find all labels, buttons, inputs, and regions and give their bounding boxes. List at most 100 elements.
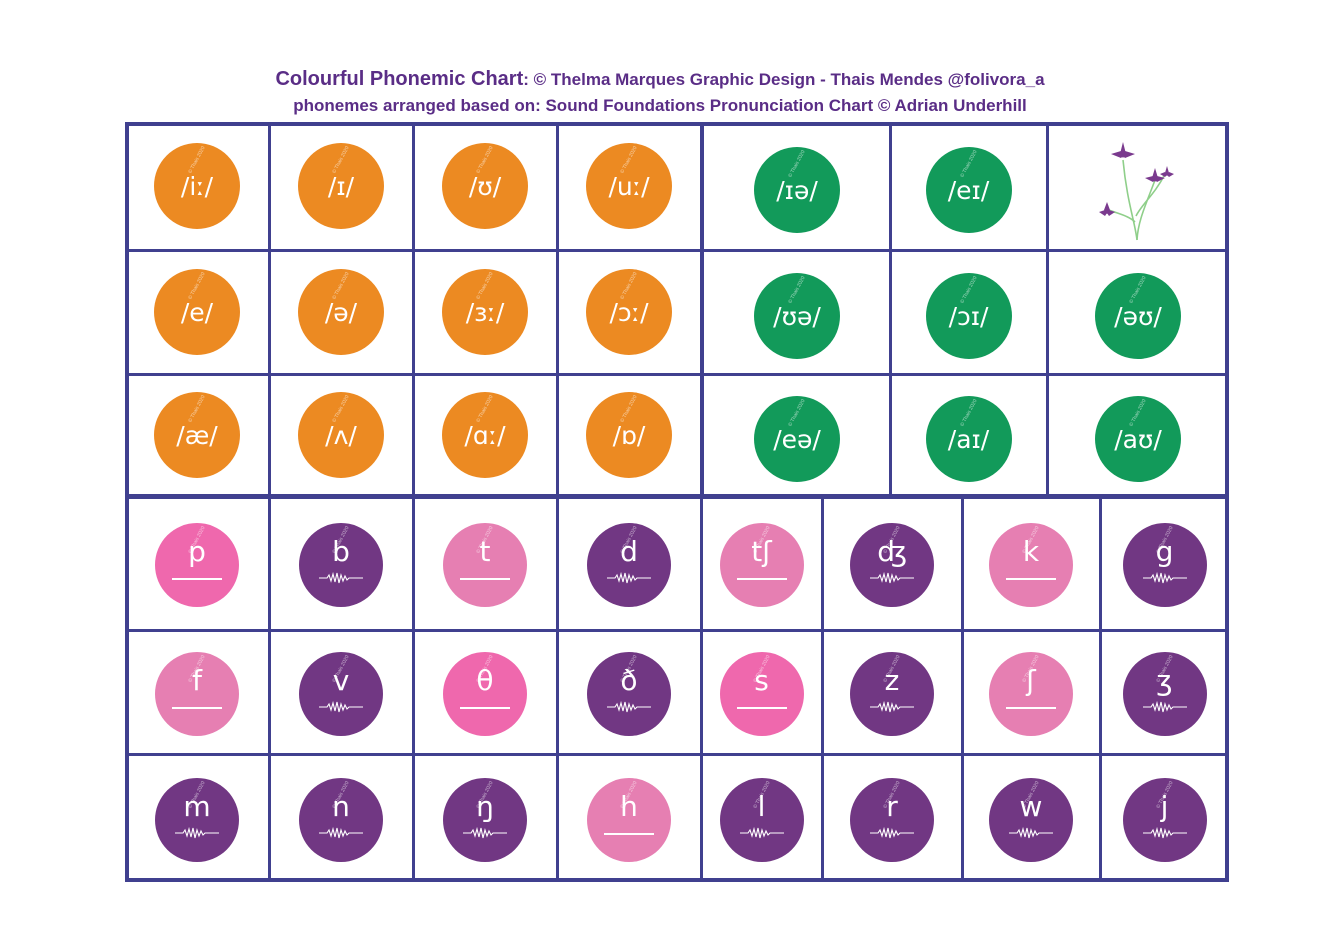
monophthong-circle: © Thais 2020/ʊ/ xyxy=(442,143,528,229)
diphthong-cell: © Thais 2020/aɪ/ xyxy=(890,374,1047,496)
unvoiced-line-icon xyxy=(1006,707,1056,709)
unvoiced-consonant-circle: © Thais 2020 s xyxy=(719,652,804,736)
phoneme-symbol: s xyxy=(754,664,769,697)
voiced-consonant-circle: © Thais 2020 j xyxy=(1122,778,1207,862)
diphthong-circle: © Thais 2020/əʊ/ xyxy=(1095,273,1181,359)
phoneme-symbol: r xyxy=(886,790,898,823)
phoneme-symbol: /ʊ/ xyxy=(468,172,502,201)
diphthong-circle: © Thais 2020/aɪ/ xyxy=(925,396,1012,482)
phoneme-symbol: f xyxy=(192,664,202,697)
voiced-wave-icon xyxy=(870,700,914,713)
consonant-cell: © Thais 2020 g xyxy=(1100,496,1229,630)
monophthong-cell: © Thais 2020/ɒ/ xyxy=(557,374,701,496)
chart-source-credit: phonemes arranged based on: Sound Founda… xyxy=(293,96,1027,115)
voiced-consonant-circle: © Thais 2020 ʒ xyxy=(1122,652,1207,736)
diphthong-circle: © Thais 2020/ɔɪ/ xyxy=(925,273,1012,359)
diphthong-cell: © Thais 2020/əʊ/ xyxy=(1047,250,1229,374)
unvoiced-consonant-circle: © Thais 2020 h xyxy=(587,778,671,862)
phoneme-symbol: h xyxy=(620,790,638,823)
phoneme-symbol: /iː/ xyxy=(180,172,214,201)
consonant-cell: © Thais 2020 w xyxy=(962,754,1100,882)
phoneme-symbol: /ɔː/ xyxy=(609,298,649,327)
phoneme-symbol: /e/ xyxy=(180,298,214,327)
voiced-wave-icon xyxy=(319,700,363,713)
voiced-wave-icon xyxy=(1142,700,1187,713)
voiced-consonant-circle: © Thais 2020 g xyxy=(1122,523,1207,607)
phoneme-symbol: d xyxy=(620,535,638,568)
phoneme-symbol: /uː/ xyxy=(608,172,650,201)
unvoiced-line-icon xyxy=(604,833,654,835)
phoneme-symbol: /ɔɪ/ xyxy=(948,302,989,331)
unvoiced-line-icon xyxy=(736,707,787,709)
diphthong-circle: © Thais 2020/eə/ xyxy=(754,396,840,482)
monophthong-cell: © Thais 2020/iː/ xyxy=(125,122,269,250)
voiced-consonant-circle: © Thais 2020 n xyxy=(299,778,383,862)
consonant-cell: © Thais 2020 ʃ xyxy=(962,630,1100,754)
unvoiced-consonant-circle: © Thais 2020 θ xyxy=(443,652,527,736)
grid-divider xyxy=(267,496,271,882)
grid-divider xyxy=(125,248,1229,252)
monophthong-cell: © Thais 2020/ɑː/ xyxy=(413,374,557,496)
phoneme-symbol: l xyxy=(757,790,766,823)
voiced-wave-icon xyxy=(607,571,651,584)
voiced-wave-icon xyxy=(319,571,363,584)
monophthong-circle: © Thais 2020/e/ xyxy=(154,269,240,355)
grid-divider xyxy=(411,496,415,882)
unvoiced-line-icon xyxy=(172,707,222,709)
grid-divider xyxy=(888,122,892,496)
unvoiced-line-icon xyxy=(1006,578,1056,580)
phoneme-symbol: w xyxy=(1019,790,1043,823)
consonant-cell: © Thais 2020 h xyxy=(557,754,701,882)
grid-divider xyxy=(1045,122,1049,496)
phoneme-symbol: j xyxy=(1160,790,1169,823)
consonant-cell: © Thais 2020 f xyxy=(125,630,269,754)
chart-title: Colourful Phonemic Chart: © Thelma Marqu… xyxy=(0,68,1320,91)
grid-divider xyxy=(700,122,704,496)
grid-divider xyxy=(125,493,1229,499)
voiced-wave-icon xyxy=(739,826,784,839)
monophthong-circle: © Thais 2020/æ/ xyxy=(154,392,240,478)
unvoiced-line-icon xyxy=(460,707,510,709)
voiced-wave-icon xyxy=(463,826,507,839)
phoneme-symbol: t xyxy=(479,535,491,568)
voiced-consonant-circle: © Thais 2020 w xyxy=(989,778,1073,862)
monophthong-cell: © Thais 2020/ʊ/ xyxy=(413,122,557,250)
monophthong-cell: © Thais 2020/ə/ xyxy=(269,250,413,374)
phoneme-symbol: /æ/ xyxy=(176,421,218,450)
voiced-wave-icon xyxy=(607,700,651,713)
voiced-wave-icon xyxy=(175,826,219,839)
consonant-cell: © Thais 2020 r xyxy=(822,754,962,882)
consonant-cell: © Thais 2020 p xyxy=(125,496,269,630)
voiced-consonant-circle: © Thais 2020 ð xyxy=(587,652,671,736)
diphthong-cell: © Thais 2020/aʊ/ xyxy=(1047,374,1229,496)
voiced-wave-icon xyxy=(1009,826,1053,839)
phoneme-symbol: k xyxy=(1022,535,1040,568)
unvoiced-consonant-circle: © Thais 2020 tʃ xyxy=(719,523,804,607)
monophthong-circle: © Thais 2020/ɪ/ xyxy=(298,143,384,229)
phoneme-symbol: m xyxy=(183,790,211,823)
grid-divider xyxy=(555,122,559,496)
voiced-wave-icon xyxy=(319,826,363,839)
diphthong-circle: © Thais 2020/aʊ/ xyxy=(1095,396,1181,482)
phoneme-symbol: tʃ xyxy=(751,535,772,568)
consonant-cell: © Thais 2020 θ xyxy=(413,630,557,754)
phoneme-symbol: b xyxy=(332,535,350,568)
monophthong-circle: © Thais 2020/iː/ xyxy=(154,143,240,229)
chart-border xyxy=(125,122,1229,882)
unvoiced-consonant-circle: © Thais 2020 k xyxy=(989,523,1073,607)
monophthong-circle: © Thais 2020/ə/ xyxy=(298,269,384,355)
phoneme-symbol: /əʊ/ xyxy=(1114,302,1162,331)
phoneme-symbol: /aɪ/ xyxy=(947,425,990,454)
consonant-cell: © Thais 2020 s xyxy=(701,630,822,754)
chart-title-credits: : © Thelma Marques Graphic Design - Thai… xyxy=(523,70,1045,89)
phoneme-symbol: p xyxy=(188,535,206,568)
voiced-consonant-circle: © Thais 2020 z xyxy=(850,652,934,736)
phoneme-symbol: /eɪ/ xyxy=(947,176,990,205)
grid-divider xyxy=(267,122,271,496)
phonemic-chart: © Thais 2020/iː/ © Thais 2020/ɪ/ © Thais 2… xyxy=(125,122,1229,882)
monophthong-circle: © Thais 2020/ɜː/ xyxy=(442,269,528,355)
phoneme-symbol: /ɑː/ xyxy=(464,421,506,450)
consonant-cell: © Thais 2020 v xyxy=(269,630,413,754)
voiced-consonant-circle: © Thais 2020 r xyxy=(850,778,934,862)
phoneme-symbol: v xyxy=(332,664,350,697)
